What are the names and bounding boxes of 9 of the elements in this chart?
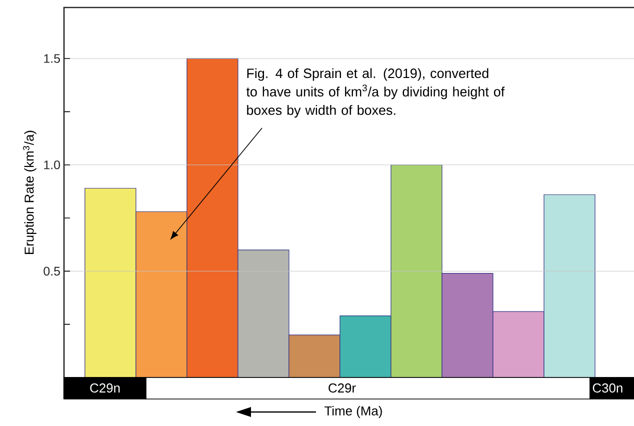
y-tick-label: 1.0 — [44, 160, 60, 170]
text: C30n — [592, 383, 622, 393]
annotation: Fig. 4 of Sprain et al. (2019), converted to have units of km$^{3}$/a by dividing height of boxes by width of boxes. — [246, 68, 505, 118]
y-tick-label: 0.5 — [44, 266, 60, 276]
text: C29r — [328, 383, 356, 393]
x-axis-title: Time (Ma) — [324, 406, 382, 418]
y-tick-label: 1.5 — [44, 54, 60, 63]
y-axis-title: Eruption Rate (km$^{3}$/a) — [22, 130, 36, 254]
text: C29n — [90, 383, 120, 393]
